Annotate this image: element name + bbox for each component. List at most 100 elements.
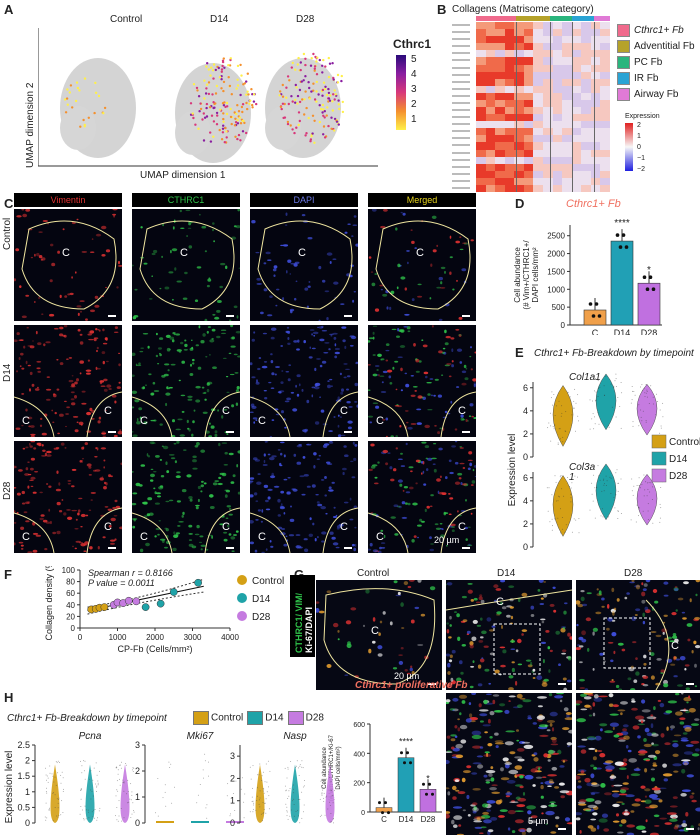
region-outline xyxy=(14,512,55,553)
g-cell-blob xyxy=(580,708,588,711)
cell-blob xyxy=(431,457,437,460)
g-cell-blob xyxy=(675,609,678,612)
cell-blob xyxy=(169,454,175,456)
violin-h-point xyxy=(80,789,82,791)
cell-blob xyxy=(141,386,145,390)
violin-e-point xyxy=(593,428,595,430)
cell-blob xyxy=(82,446,85,450)
violin-e-point xyxy=(659,432,661,434)
g-cell-blob xyxy=(549,649,553,653)
heatmap-cell xyxy=(571,71,582,80)
cell-blob xyxy=(410,470,413,473)
violin-h-point xyxy=(130,817,132,818)
cell-blob xyxy=(70,398,75,401)
heatmap-cell xyxy=(543,156,554,165)
umap-point xyxy=(325,114,328,117)
cbar-tick-5: 5 xyxy=(411,54,417,65)
cell-blob xyxy=(207,381,213,385)
violin-h-point xyxy=(284,767,286,769)
cell-blob xyxy=(451,348,454,352)
violin-h-point xyxy=(56,762,58,764)
violin-e-point xyxy=(610,383,612,385)
cell-blob xyxy=(457,472,463,476)
violin-e-point xyxy=(620,513,622,514)
g-cell-blob xyxy=(620,787,629,791)
cell-blob xyxy=(377,353,382,357)
heatmap-cell xyxy=(514,121,525,129)
umap-point xyxy=(294,101,297,104)
heatmap-cell xyxy=(476,29,487,37)
g-cell-blob xyxy=(592,631,595,636)
cell-blob xyxy=(155,492,161,495)
cell-blob xyxy=(81,458,85,460)
violin-h-legend-label: D28 xyxy=(305,712,324,724)
violin-h-point xyxy=(290,761,292,762)
cell-blob xyxy=(263,262,267,265)
g-cell-blob xyxy=(519,775,524,779)
cell-blob xyxy=(337,396,340,400)
violin-h-point xyxy=(47,781,49,783)
violin-h-point xyxy=(263,802,265,804)
umap-point xyxy=(248,102,251,106)
cell-blob xyxy=(30,425,35,428)
bar-g-category: D14 xyxy=(399,815,414,824)
cell-blob xyxy=(42,220,48,222)
cell-blob xyxy=(372,402,379,404)
cell-blob xyxy=(118,363,121,367)
cell-blob xyxy=(49,313,55,317)
cell-blob xyxy=(343,363,348,365)
cell-blob xyxy=(257,367,261,371)
heatmap-cell xyxy=(552,85,563,94)
cell-blob xyxy=(253,492,258,496)
cell-blob xyxy=(342,339,346,343)
cell-blob xyxy=(290,391,295,394)
cell-blob xyxy=(161,539,165,543)
cell-blob xyxy=(99,381,103,385)
violin-h-point xyxy=(329,805,331,806)
violin-h-point xyxy=(165,805,167,807)
g-cell-blob xyxy=(576,647,582,651)
heatmap-cell xyxy=(533,78,544,87)
heatmap-cell xyxy=(581,184,592,193)
g-cell-blob xyxy=(516,804,526,808)
violin-h-point xyxy=(257,774,258,776)
umap-point xyxy=(222,104,226,107)
cell-blob xyxy=(153,390,160,392)
violin-h-ytick-label: 2.5 xyxy=(17,740,30,750)
g-scale-bar xyxy=(558,828,566,830)
g-cell-blob xyxy=(508,695,516,698)
cell-blob xyxy=(426,382,432,384)
cell-blob xyxy=(399,424,402,428)
cell-blob xyxy=(94,295,99,299)
cell-blob xyxy=(163,373,169,377)
cell-blob xyxy=(37,370,41,373)
cell-blob xyxy=(158,486,164,490)
cell-blob xyxy=(451,360,454,363)
cell-blob xyxy=(258,357,262,359)
umap-point xyxy=(304,63,307,67)
g-cell-blob xyxy=(563,687,568,690)
g-cell-blob xyxy=(593,697,603,702)
heatmap-cell xyxy=(523,99,534,108)
violin-e-point xyxy=(643,387,645,389)
cell-blob xyxy=(352,441,355,445)
cell-blob xyxy=(408,466,414,469)
g-cell-blob xyxy=(483,774,488,778)
heatmap-cell xyxy=(533,29,544,37)
g-cell-blob xyxy=(551,738,557,744)
cell-blob xyxy=(379,375,385,377)
cell-blob xyxy=(142,333,149,335)
region-label: C xyxy=(416,247,424,259)
scatter-point xyxy=(100,603,109,611)
g-cell-blob xyxy=(511,661,515,664)
g-cell-blob xyxy=(500,767,504,772)
heatmap-cell xyxy=(581,78,592,87)
cell-blob xyxy=(52,393,56,396)
scatter-ytick-label: 100 xyxy=(62,566,76,575)
violin-e-point xyxy=(632,421,634,423)
cell-blob xyxy=(30,467,34,471)
g-cell-blob xyxy=(627,749,632,753)
cell-blob xyxy=(407,330,411,333)
violin-h-ytick-label: 2 xyxy=(135,766,140,776)
